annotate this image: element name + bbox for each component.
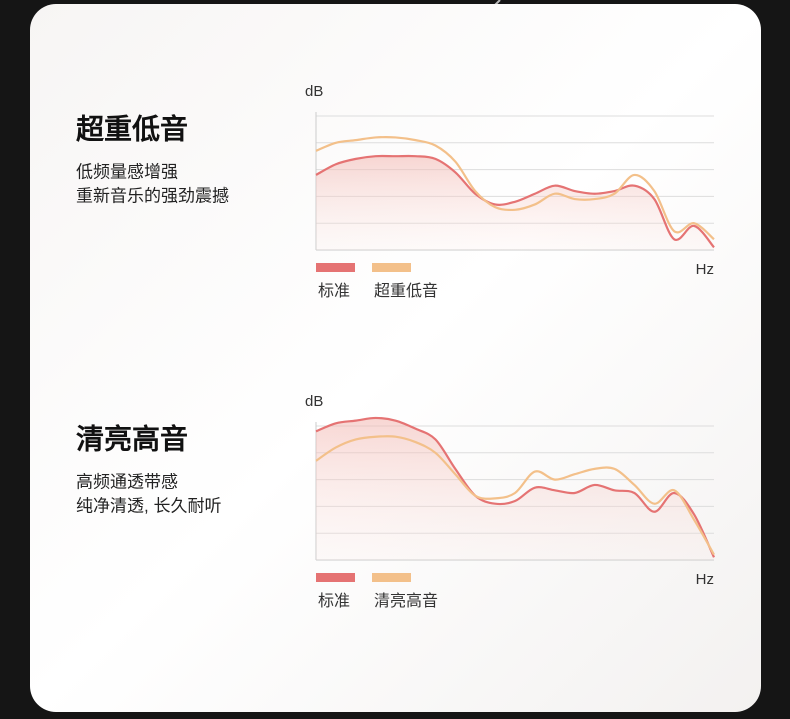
section-title: 超重低音 bbox=[76, 112, 188, 144]
series-line bbox=[315, 416, 715, 558]
section-description: 低频量感增强 bbox=[76, 162, 178, 181]
legend-swatch bbox=[372, 263, 411, 272]
x-axis-label: Hz bbox=[696, 261, 714, 278]
section-description: 纯净清透, 长久耐听 bbox=[76, 496, 221, 515]
legend-swatch bbox=[372, 573, 411, 582]
area-fill bbox=[316, 156, 714, 250]
area-fill bbox=[316, 417, 714, 560]
legend-swatch bbox=[316, 573, 355, 582]
series-line bbox=[315, 435, 715, 556]
section-description: 高频通透带感 bbox=[76, 472, 178, 491]
legend-label: 清亮高音 bbox=[374, 592, 438, 610]
series-line bbox=[315, 136, 715, 241]
section-description: 重新音乐的强劲震撼 bbox=[76, 186, 229, 205]
legend-swatch bbox=[316, 263, 355, 272]
y-axis-label: dB bbox=[305, 83, 323, 100]
y-axis-label: dB bbox=[305, 393, 323, 410]
series-line bbox=[315, 154, 715, 249]
legend-label: 标准 bbox=[318, 592, 350, 610]
section-title: 清亮高音 bbox=[76, 422, 188, 454]
x-axis-label: Hz bbox=[696, 571, 714, 588]
legend-label: 标准 bbox=[318, 282, 350, 300]
legend-label: 超重低音 bbox=[374, 282, 438, 300]
